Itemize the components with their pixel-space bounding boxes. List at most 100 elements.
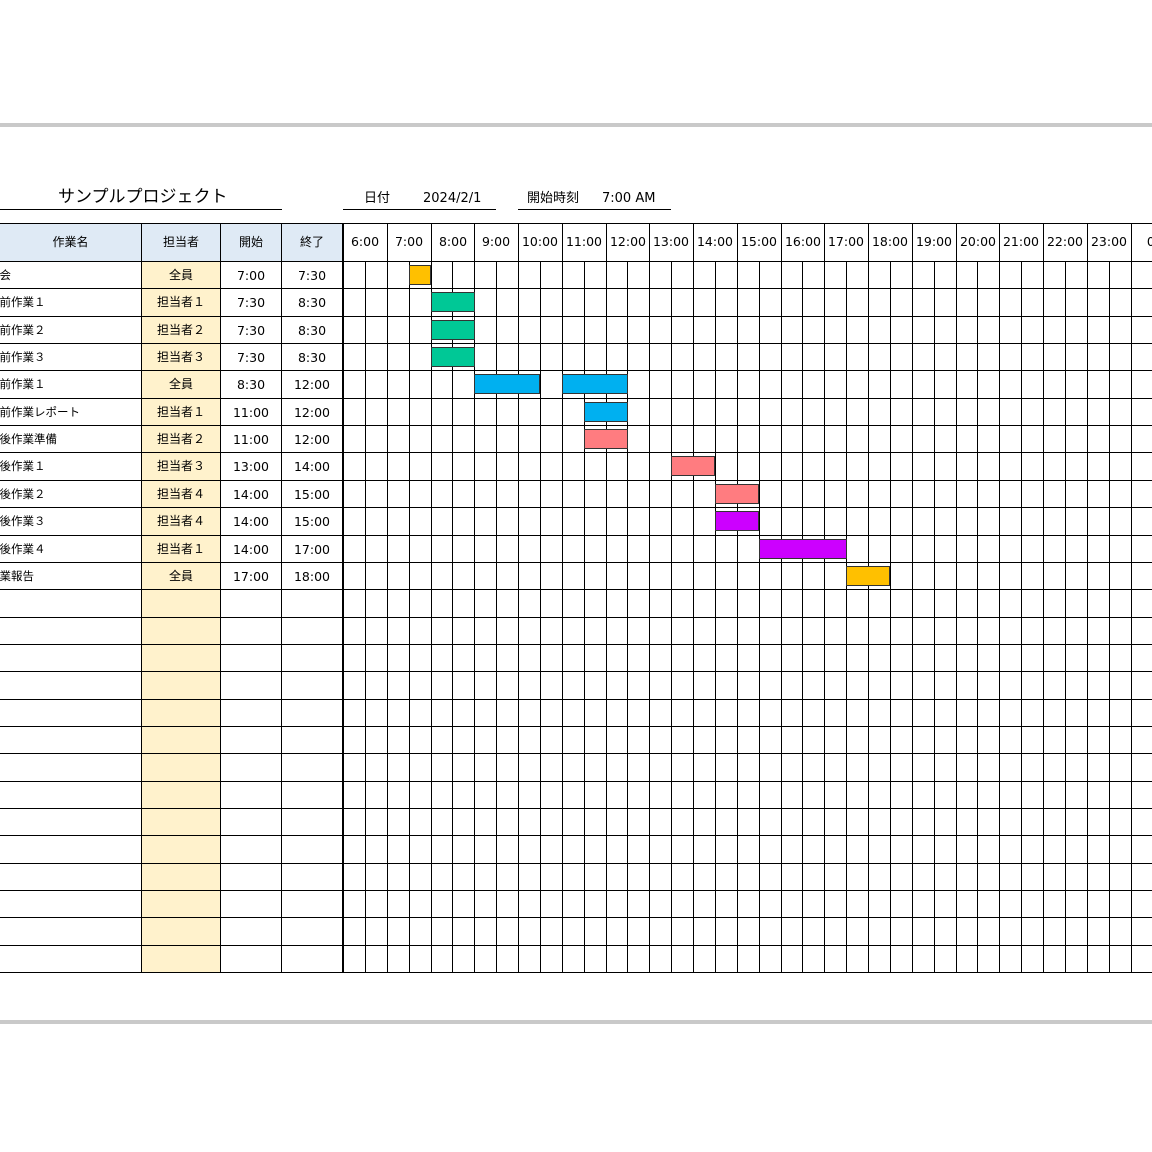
hour-label: 13:00 (652, 234, 690, 249)
end-time-cell[interactable]: 8:30 (297, 295, 327, 310)
gantt-bar[interactable] (759, 539, 847, 559)
half-hour-gridline (671, 262, 672, 973)
end-time-cell[interactable]: 7:30 (297, 268, 327, 283)
assignee-cell[interactable]: 担当者１ (156, 405, 205, 419)
start-time-cell[interactable]: 11:00 (232, 432, 270, 447)
hour-label: 16:00 (784, 234, 822, 249)
hour-label: 23:00 (1090, 234, 1128, 249)
assignee-cell[interactable]: 担当者１ (156, 295, 205, 309)
row-divider (0, 863, 1152, 864)
end-time-cell[interactable]: 8:30 (297, 350, 327, 365)
assignee-cell[interactable]: 担当者３ (156, 459, 205, 473)
hour-label: 20:00 (959, 234, 997, 249)
task-name-cell[interactable]: 事前作業３ (0, 350, 46, 364)
hour-gridline (693, 223, 694, 973)
hour-gridline (1043, 223, 1044, 973)
task-name-cell[interactable]: 午後作業３ (0, 514, 46, 528)
gantt-bar[interactable] (715, 511, 759, 531)
row-divider (0, 890, 1152, 891)
task-name-cell[interactable]: 事前作業２ (0, 323, 46, 337)
end-time-cell[interactable]: 15:00 (293, 514, 331, 529)
start-time-cell[interactable]: 14:00 (232, 542, 270, 557)
task-name-cell[interactable]: 午後作業２ (0, 487, 46, 501)
start-time-cell[interactable]: 11:00 (232, 405, 270, 420)
task-name-cell[interactable]: 午後作業１ (0, 459, 46, 473)
end-time-cell[interactable]: 8:30 (297, 323, 327, 338)
row-divider (0, 288, 1152, 289)
hour-label: 21:00 (1002, 234, 1040, 249)
hour-gridline (649, 223, 650, 973)
row-divider (0, 370, 1152, 371)
half-hour-gridline (584, 262, 585, 973)
gantt-bar[interactable] (431, 320, 475, 340)
start-time-cell[interactable]: 7:30 (236, 350, 266, 365)
task-name-cell[interactable]: 午前作業１ (0, 377, 46, 391)
assignee-cell[interactable]: 担当者４ (156, 487, 205, 501)
table-header-background (0, 223, 342, 261)
task-name-cell[interactable]: 朝会 (0, 268, 11, 282)
gantt-bar[interactable] (409, 265, 431, 285)
hour-label: 15:00 (740, 234, 778, 249)
half-hour-gridline (496, 262, 497, 973)
assignee-cell[interactable]: 全員 (168, 268, 193, 282)
half-hour-gridline (1109, 262, 1110, 973)
gantt-bar[interactable] (846, 566, 890, 586)
start-time-cell[interactable]: 14:00 (232, 487, 270, 502)
date-label: 日付 (364, 191, 391, 206)
end-time-cell[interactable]: 12:00 (293, 377, 331, 392)
task-name-cell[interactable]: 午後作業４ (0, 542, 46, 556)
start-time-cell[interactable]: 8:30 (236, 377, 266, 392)
assignee-cell[interactable]: 担当者４ (156, 514, 205, 528)
date-value[interactable]: 2024/2/1 (423, 191, 482, 206)
half-hour-gridline (977, 262, 978, 973)
row-divider (0, 425, 1152, 426)
end-time-cell[interactable]: 17:00 (293, 542, 331, 557)
assignee-cell[interactable]: 全員 (168, 377, 193, 391)
half-hour-gridline (365, 262, 366, 973)
hour-gridline (737, 223, 738, 973)
assignee-cell[interactable]: 担当者２ (156, 432, 205, 446)
row-divider (0, 452, 1152, 453)
start-time-cell[interactable]: 14:00 (232, 514, 270, 529)
assignee-cell[interactable]: 全員 (168, 569, 193, 583)
start-time-cell[interactable]: 7:30 (236, 323, 266, 338)
assignee-cell[interactable]: 担当者１ (156, 542, 205, 556)
end-time-cell[interactable]: 15:00 (293, 487, 331, 502)
end-time-cell[interactable]: 12:00 (293, 432, 331, 447)
task-name-cell[interactable]: 作業報告 (0, 569, 34, 583)
row-divider (0, 699, 1152, 700)
timeline-header-background (343, 223, 1152, 261)
gantt-bar[interactable] (431, 347, 475, 367)
start-time-cell[interactable]: 17:00 (232, 569, 270, 584)
bottom-separator (0, 1020, 1152, 1024)
start-time-value[interactable]: 7:00 AM (602, 191, 656, 206)
start-time-cell[interactable]: 7:30 (236, 295, 266, 310)
start-time-cell[interactable]: 7:00 (236, 268, 266, 283)
gantt-bar[interactable] (584, 402, 628, 422)
end-time-cell[interactable]: 18:00 (293, 569, 331, 584)
row-divider (0, 808, 1152, 809)
assignee-cell[interactable]: 担当者２ (156, 323, 205, 337)
header-top-border (0, 223, 1152, 224)
hour-label: 9:00 (481, 234, 511, 249)
date-underline (343, 209, 496, 210)
task-name-cell[interactable]: 午後作業準備 (0, 432, 57, 446)
start-time-cell[interactable]: 13:00 (232, 459, 270, 474)
hour-gridline (387, 223, 388, 973)
hour-gridline (1087, 223, 1088, 973)
assignee-cell[interactable]: 担当者３ (156, 350, 205, 364)
hour-label: 10:00 (521, 234, 559, 249)
column-header-task-name: 作業名 (52, 235, 89, 249)
gantt-bar[interactable] (715, 484, 759, 504)
gantt-bar[interactable] (474, 374, 540, 394)
gantt-bar[interactable] (562, 374, 628, 394)
gantt-bar[interactable] (431, 292, 475, 312)
gantt-bar[interactable] (671, 456, 715, 476)
gantt-bar[interactable] (584, 429, 628, 449)
task-name-cell[interactable]: 事前作業１ (0, 295, 46, 309)
task-name-cell[interactable]: 午前作業レポート (0, 405, 80, 419)
row-divider (0, 945, 1152, 946)
end-time-cell[interactable]: 14:00 (293, 459, 331, 474)
end-time-cell[interactable]: 12:00 (293, 405, 331, 420)
start-time-label: 開始時刻 (527, 191, 580, 206)
